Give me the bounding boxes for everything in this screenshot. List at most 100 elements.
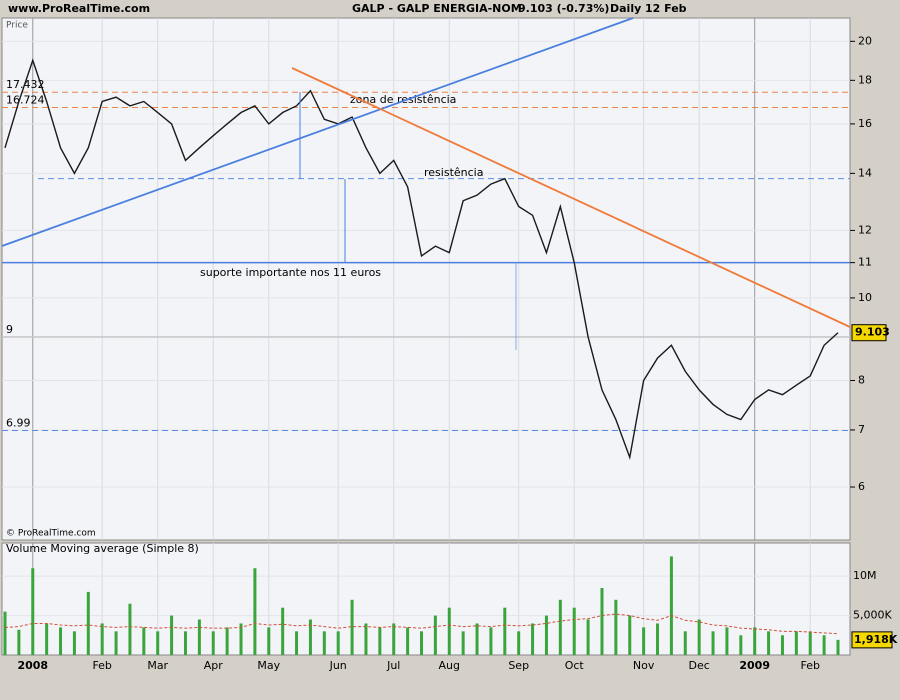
volume-bar (531, 623, 535, 655)
last-volume-label: 1,918K (854, 633, 898, 646)
volume-bar (322, 631, 326, 655)
volume-bar (642, 627, 646, 655)
annotation: zona de resistência (350, 93, 456, 106)
level-label: 6.99 (6, 416, 31, 429)
volume-bar (447, 607, 451, 655)
volume-bar (794, 631, 798, 655)
volume-bar (753, 627, 757, 655)
y-tick-label: 20 (858, 34, 872, 47)
x-tick-label: Oct (565, 659, 585, 672)
volume-bar (17, 629, 21, 655)
last-volume-badge (851, 631, 893, 649)
volume-bar (267, 627, 271, 655)
annotation: suporte importante nos 11 euros (200, 266, 381, 279)
x-tick-label: 2008 (17, 659, 48, 672)
annotation: resistência (424, 166, 483, 179)
price-line (4, 58, 839, 461)
volume-bar (725, 627, 729, 655)
volume-bar (461, 631, 465, 655)
volume-bar (336, 631, 340, 655)
volume-bar (489, 627, 493, 655)
volume-bar (100, 623, 104, 655)
price-label: Price (6, 21, 28, 31)
y-tick-label: 8 (858, 374, 865, 387)
volume-bar (239, 623, 243, 655)
trend-line (1, 17, 634, 247)
x-tick-label: Aug (439, 659, 460, 672)
volume-bar (392, 623, 396, 655)
y-tick-label: 10 (858, 291, 872, 304)
volume-bar (475, 623, 479, 655)
y-tick-label: 5,000K (853, 609, 892, 622)
volume-bar (683, 631, 687, 655)
volume-bar (295, 631, 299, 655)
volume-bar (197, 619, 201, 655)
volume-bar (572, 607, 576, 655)
y-tick-label: 11 (858, 256, 872, 269)
volume-bar (350, 599, 354, 655)
price-panel (1, 17, 851, 541)
volume-bar (308, 619, 312, 655)
quote: 9.103 (-0.73%) (518, 2, 609, 15)
volume-bar (739, 635, 743, 655)
volume-bar (142, 627, 146, 655)
volume-bar (600, 587, 604, 655)
volume-bar (586, 619, 590, 655)
volume-bar (420, 631, 423, 655)
volume-bar (711, 631, 715, 655)
date: 12 Feb (645, 2, 687, 15)
volume-bar (114, 631, 118, 655)
volume-bar (253, 568, 257, 655)
level-label: 9 (6, 323, 13, 336)
volume-bar (669, 556, 673, 655)
volume-bar (697, 619, 701, 655)
volume-bar (836, 639, 840, 655)
volume-bar (225, 627, 229, 655)
volume-bar (628, 615, 632, 655)
volume-bar (72, 631, 76, 655)
volume-bar (767, 631, 771, 655)
symbol: GALP - GALP ENERGIA-NOM (352, 2, 522, 15)
last-price-label: 9.103 (855, 326, 890, 339)
volume-bar (378, 627, 382, 655)
volume-bar (59, 627, 63, 655)
volume-bar (822, 635, 826, 655)
y-tick-label: 10M (853, 569, 877, 582)
y-tick-label: 6 (858, 480, 865, 493)
volume-bar (517, 631, 521, 655)
x-tick-label: Jul (386, 659, 400, 672)
volume-bar (656, 623, 660, 655)
y-tick-label: 7 (858, 423, 865, 436)
trend-line (291, 67, 851, 328)
volume-bar (433, 615, 437, 655)
volume-bar (780, 635, 784, 655)
copyright: © ProRealTime.com (6, 529, 96, 539)
volume-bar (558, 599, 562, 655)
y-tick-label: 12 (858, 223, 872, 236)
volume-bar (503, 607, 507, 655)
volume-bar (45, 623, 49, 655)
x-tick-label: Jun (329, 659, 347, 672)
volume-bar (364, 623, 368, 655)
volume-title: Volume Moving average (Simple 8) (6, 542, 199, 555)
volume-bar (614, 599, 618, 655)
volume-bar (86, 591, 90, 655)
x-tick-label: Dec (689, 659, 710, 672)
level-label: 16.724 (6, 94, 45, 107)
volume-bar (31, 568, 35, 655)
x-tick-label: Feb (800, 659, 819, 672)
volume-bar (211, 631, 215, 655)
volume-bar (281, 607, 285, 655)
site: www.ProRealTime.com (8, 2, 150, 15)
volume-bar (808, 631, 812, 655)
volume-bar (183, 631, 187, 655)
volume-bar (156, 631, 160, 655)
volume-bar (170, 615, 174, 655)
x-tick-label: Apr (204, 659, 224, 672)
y-tick-label: 14 (858, 166, 872, 179)
y-tick-label: 18 (858, 73, 872, 86)
y-tick-label: 16 (858, 117, 872, 130)
x-tick-label: 2009 (739, 659, 770, 672)
x-tick-label: Sep (508, 659, 529, 672)
